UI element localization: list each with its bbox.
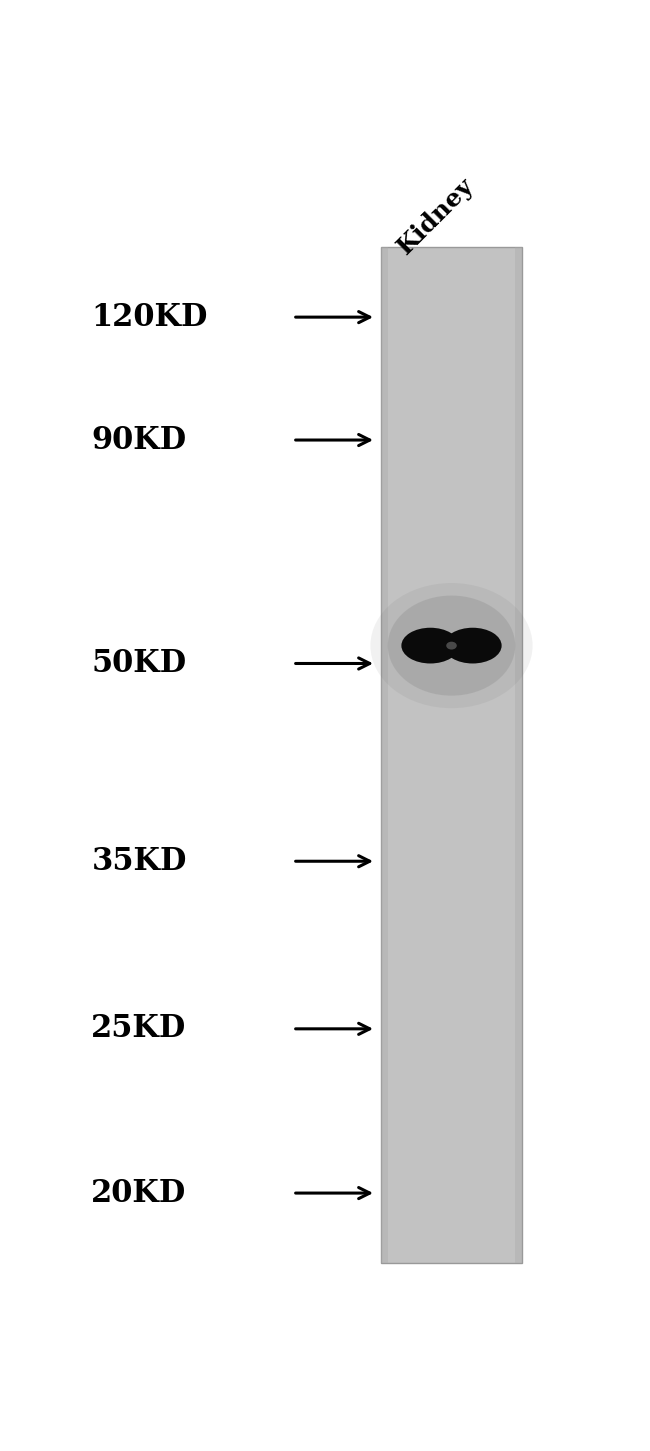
Text: 90KD: 90KD [91,425,187,456]
Text: 35KD: 35KD [91,846,187,876]
Text: 50KD: 50KD [91,649,187,679]
Ellipse shape [388,595,515,695]
Bar [381,247,388,1264]
Text: 20KD: 20KD [91,1178,187,1209]
Bar [435,634,469,657]
Text: 120KD: 120KD [91,302,208,332]
Bar [515,247,522,1264]
Text: 25KD: 25KD [91,1013,187,1045]
Ellipse shape [370,583,532,708]
Ellipse shape [446,641,457,650]
Text: Kidney: Kidney [393,173,478,258]
Ellipse shape [402,628,460,663]
Ellipse shape [444,628,502,663]
Bar [381,247,522,1264]
